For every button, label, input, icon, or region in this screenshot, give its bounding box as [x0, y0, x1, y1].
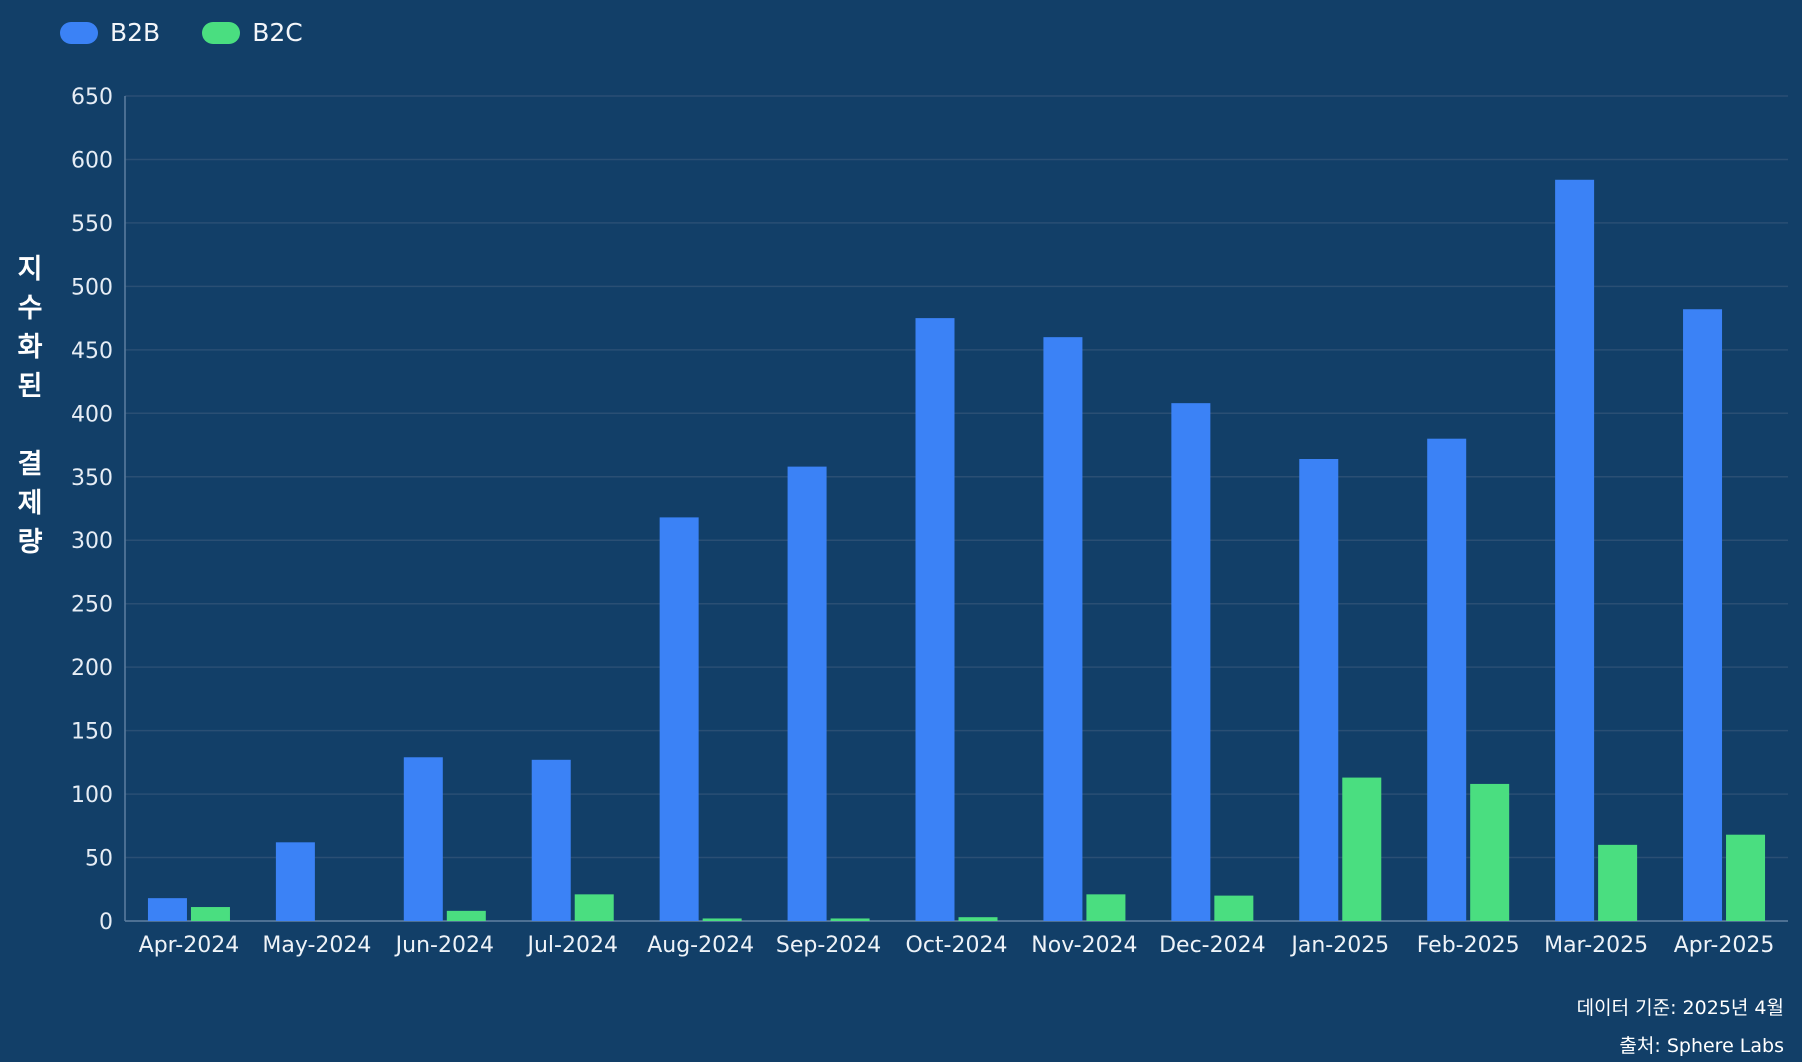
bar-b2b	[1555, 179, 1595, 921]
y-tick-label: 150	[71, 720, 113, 745]
x-tick-label: Jun-2024	[394, 933, 494, 958]
legend-swatch-b2c	[202, 21, 241, 44]
y-tick-label: 50	[85, 847, 113, 872]
y-tick-label: 300	[71, 529, 113, 554]
y-axis-label-char: 량	[17, 527, 43, 558]
y-axis-label-char: 수	[17, 293, 43, 324]
x-tick-label: Mar-2025	[1544, 933, 1648, 958]
y-tick-label: 250	[71, 593, 113, 618]
bar-b2c	[958, 917, 998, 921]
bar-b2c	[190, 907, 230, 921]
footer-date-note: 데이터 기준: 2025년 4월	[1576, 997, 1784, 1019]
x-tick-label: Jul-2024	[525, 933, 617, 958]
legend-swatch-b2b	[60, 21, 98, 44]
bar-b2b	[1683, 309, 1723, 921]
x-tick-label: Apr-2024	[139, 933, 240, 958]
bar-b2c	[574, 894, 614, 921]
y-tick-label: 450	[71, 339, 113, 364]
bar-b2b	[403, 757, 443, 921]
y-tick-label: 500	[71, 275, 113, 300]
x-tick-label: May-2024	[262, 933, 371, 958]
bar-b2c	[1598, 844, 1638, 921]
legend-label-b2c: B2C	[252, 18, 303, 47]
bar-b2b	[1427, 438, 1467, 921]
y-tick-label: 200	[71, 656, 113, 681]
bar-b2b	[147, 898, 187, 921]
chart-legend: B2B B2C	[60, 18, 303, 47]
x-tick-label: Nov-2024	[1031, 933, 1137, 958]
bar-b2b	[1299, 459, 1339, 921]
x-tick-label: Feb-2025	[1417, 933, 1520, 958]
y-tick-label: 650	[71, 85, 113, 110]
bar-b2c	[830, 918, 870, 921]
y-axis-label-char: 지	[17, 254, 43, 285]
bar-b2b	[915, 318, 955, 922]
y-tick-label: 100	[71, 783, 113, 808]
footer-source: 출처: Sphere Labs	[1619, 1035, 1784, 1057]
bar-b2c	[702, 918, 742, 921]
bar-b2c	[1726, 834, 1766, 921]
bar-b2b	[1171, 403, 1211, 922]
legend-label-b2b: B2B	[110, 18, 161, 47]
x-tick-label: Oct-2024	[906, 933, 1008, 958]
bar-b2b	[787, 466, 827, 921]
y-tick-label: 400	[71, 402, 113, 427]
y-tick-label: 600	[71, 148, 113, 173]
bar-b2c	[1470, 783, 1510, 921]
x-tick-label: Jan-2025	[1289, 933, 1389, 958]
y-tick-label: 550	[71, 212, 113, 237]
legend-item-b2c[interactable]: B2C	[202, 18, 303, 47]
y-axis-label: 지 수 화 된 결 제 량	[12, 250, 48, 562]
y-axis-label-char: 제	[17, 488, 43, 519]
bar-b2c	[446, 910, 486, 921]
bar-b2b	[531, 759, 571, 921]
y-tick-label: 0	[99, 910, 113, 935]
bar-b2b	[275, 842, 315, 921]
bar-b2b	[1043, 337, 1083, 922]
bar-b2b	[659, 517, 699, 921]
y-axis-label-char: 화	[17, 332, 43, 363]
bar-b2c	[1086, 894, 1126, 921]
bar-b2c	[1342, 777, 1382, 921]
y-tick-label: 350	[71, 466, 113, 491]
y-axis-label-char: 된	[17, 371, 43, 402]
x-tick-label: Aug-2024	[647, 933, 754, 958]
bar-b2c	[1214, 895, 1254, 921]
y-axis-label-char: 결	[17, 449, 43, 480]
x-tick-label: Sep-2024	[776, 933, 881, 958]
x-tick-label: Apr-2025	[1674, 933, 1775, 958]
x-tick-label: Dec-2024	[1159, 933, 1266, 958]
legend-item-b2b[interactable]: B2B	[60, 18, 160, 47]
